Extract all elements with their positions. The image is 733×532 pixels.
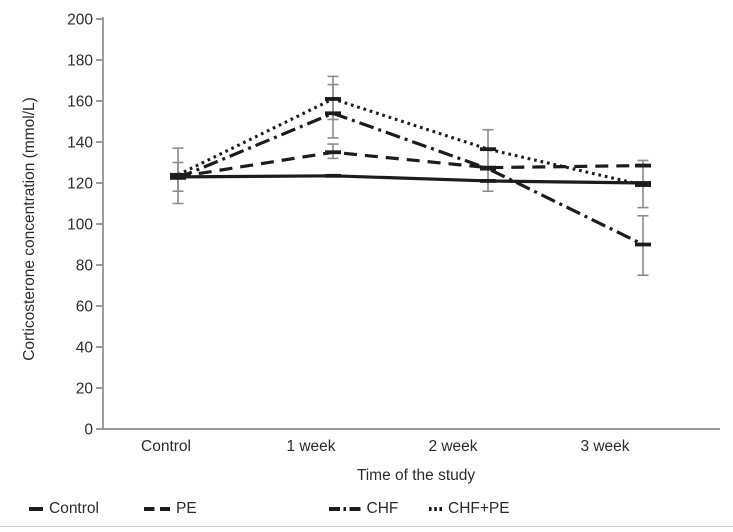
y-tick-label: 160: [67, 93, 93, 110]
series-line-pe: [177, 150, 644, 179]
legend-item-chf-pe: CHF+PE: [428, 496, 510, 522]
figure-bottom-divider: [0, 526, 733, 527]
y-tick-label: 200: [67, 11, 93, 28]
x-tick-label-3-week: 3 week: [580, 438, 629, 455]
x-tick-label-1-week: 1 week: [286, 438, 335, 455]
legend-item-control: Control: [28, 496, 99, 522]
legend-label: Control: [49, 500, 99, 517]
series-line-chf-pe: [177, 97, 644, 187]
y-tick-label: 40: [76, 339, 94, 356]
series-line-control: [177, 174, 644, 185]
y-tick-label: 140: [67, 134, 93, 151]
legend-item-pe: PE: [143, 496, 197, 522]
y-tick-label: 100: [67, 216, 93, 233]
y-tick-label: 20: [76, 380, 94, 397]
legend-marker-dotted-icon: [429, 507, 442, 511]
legend-label: PE: [176, 500, 197, 517]
y-tick-label: 180: [67, 52, 93, 69]
y-tick-label: 80: [76, 257, 94, 274]
x-tick-label-2-week: 2 week: [428, 438, 477, 455]
y-tick-label: 0: [84, 421, 93, 438]
x-axis-title: Time of the study: [356, 467, 476, 484]
chart-legend: Control PE CHF CHF+PE: [0, 496, 733, 522]
legend-marker-dashed-icon: [144, 507, 170, 511]
y-tick-label: 60: [76, 298, 94, 315]
y-tick-label: 120: [67, 175, 93, 192]
legend-label: CHF: [366, 500, 399, 517]
legend-marker-dashdot-icon: [329, 507, 361, 511]
legend-marker-solid-icon: [29, 507, 43, 511]
legend-item-chf: CHF: [328, 496, 398, 522]
x-tick-label-control: Control: [141, 438, 191, 455]
legend-label: CHF+PE: [448, 500, 510, 517]
